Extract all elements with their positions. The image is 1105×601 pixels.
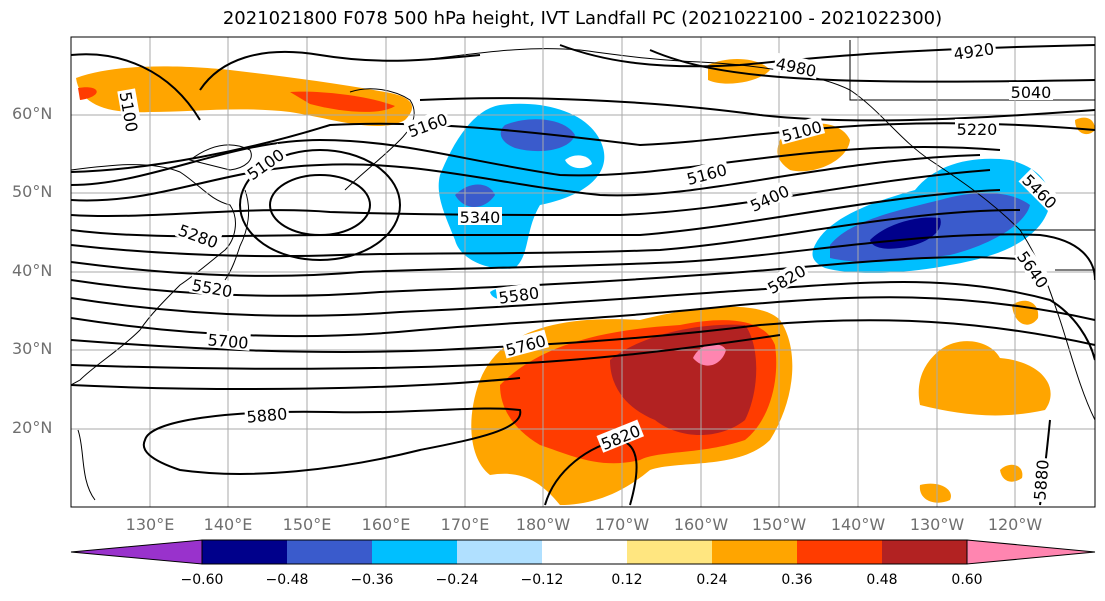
contour-label: 5340: [460, 208, 501, 227]
colorbar-tick-label: 0.12: [611, 572, 643, 588]
map-title: 2021021800 F078 500 hPa height, IVT Land…: [222, 8, 943, 29]
contour-labels: 5100 5100 5160 5100 5280 5520 5700 5880 …: [116, 38, 1063, 503]
lon-label: 150°E: [282, 515, 332, 534]
lat-label-60n: 60°N: [12, 104, 53, 123]
lon-label: 170°W: [594, 515, 650, 534]
colorbar-tick-label: 0.48: [866, 572, 898, 588]
lon-label: 160°E: [361, 515, 411, 534]
lon-label: 140°E: [203, 515, 253, 534]
lon-label: 180°W: [515, 515, 571, 534]
colorbar-tick-label: −0.60: [180, 572, 224, 588]
colorbar-tick-label: −0.48: [265, 572, 309, 588]
lat-label-20n: 20°N: [12, 418, 53, 437]
contour-label: 5220: [957, 120, 998, 139]
lat-label-30n: 30°N: [12, 339, 53, 358]
contour-label: 5880: [1030, 459, 1052, 501]
colorbar-tick-label: 0.24: [696, 572, 728, 588]
colorbar-tick-label: −0.12: [520, 572, 564, 588]
lon-label: 130°W: [909, 515, 965, 534]
lon-label: 160°W: [673, 515, 729, 534]
lon-label: 140°W: [830, 515, 886, 534]
contour-label: 5880: [246, 404, 288, 426]
contour-label: 5700: [207, 330, 249, 352]
lon-label: 170°E: [440, 515, 490, 534]
ivt-negative-shading: [438, 103, 1050, 300]
contour-label: 5040: [1011, 83, 1052, 102]
lon-label: 150°W: [751, 515, 807, 534]
colorbar-tick-label: −0.36: [350, 572, 394, 588]
lat-label-50n: 50°N: [12, 182, 53, 201]
colorbar-tick-label: 0.36: [781, 572, 813, 588]
colorbar-tick-label: 0.60: [951, 572, 983, 588]
lat-label-40n: 40°N: [12, 261, 53, 280]
lon-label: 120°W: [987, 515, 1043, 534]
coastlines: [71, 40, 1095, 501]
lon-label: 130°E: [125, 515, 175, 534]
colorbar: [70, 539, 1096, 565]
colorbar-tick-label: −0.24: [435, 572, 479, 588]
